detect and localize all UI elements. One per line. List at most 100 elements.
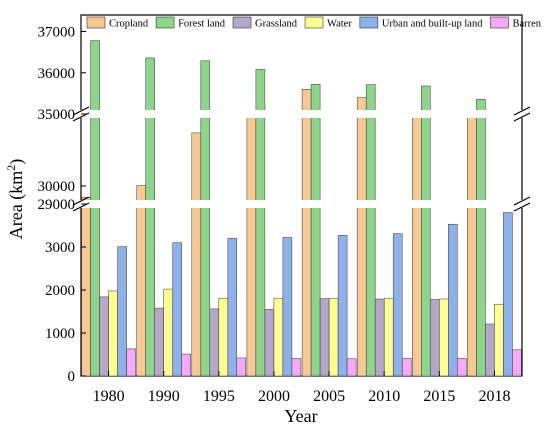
legend-swatch <box>490 16 509 29</box>
plot-area <box>80 14 523 377</box>
bar-grassland-2015 <box>430 299 440 377</box>
bar-urban-and-built-up-land-2010 <box>392 233 403 377</box>
legend-label: Grassland <box>255 19 298 30</box>
axis-break-mark <box>72 196 90 206</box>
y-tick-label: 37000 <box>38 25 76 41</box>
bar-forest-land-2010 <box>365 84 376 377</box>
bar-urban-and-built-up-land-1980 <box>117 246 127 377</box>
legend-swatch <box>232 16 252 29</box>
x-tick-label: 2018 <box>478 388 510 405</box>
x-tick-label: 1995 <box>203 388 235 405</box>
bar-water-1980 <box>108 290 118 377</box>
legend-item-urban-and-built-up-land: Urban and built-up land <box>359 16 483 30</box>
bar-cropland-1980 <box>81 196 91 377</box>
bar-grassland-1980 <box>99 296 109 377</box>
bar-forest-land-1995 <box>200 60 211 377</box>
y-axis-title-close: ) <box>6 159 27 165</box>
y-axis-title-superscript: 2 <box>4 165 18 171</box>
bar-cropland-2000 <box>246 113 257 377</box>
bars <box>81 40 522 377</box>
bar-cropland-2010 <box>356 97 367 377</box>
y-axis-title: Area (km2) <box>4 159 27 239</box>
y-tick-label: 3000 <box>45 240 75 256</box>
bar-cropland-2015 <box>412 117 422 377</box>
legend-swatch <box>359 16 379 29</box>
bar-urban-and-built-up-land-2018 <box>503 212 513 377</box>
bar-water-1990 <box>163 288 173 377</box>
y-tick-label: 30000 <box>38 179 76 195</box>
x-tick-label: 2000 <box>258 388 290 405</box>
legend-label: Water <box>327 19 352 30</box>
x-tick-label: 2005 <box>313 388 345 405</box>
bar-barren-1995 <box>236 357 247 377</box>
bar-urban-and-built-up-land-2005 <box>337 235 348 377</box>
y-axis-title-main: Area (km <box>6 171 27 239</box>
legend-label: Urban and built-up land <box>382 19 483 30</box>
bar-cropland-1995 <box>191 132 202 377</box>
x-axis-title: Year <box>284 406 317 426</box>
legend-swatch <box>86 16 106 29</box>
bar-urban-and-built-up-land-1990 <box>172 242 182 377</box>
legend-item-forest-land: Forest land <box>155 16 226 30</box>
bar-barren-2018 <box>512 349 522 377</box>
x-tick-label: 2015 <box>423 388 455 405</box>
legend: Cropland Forest land Grassland Water Urban a… <box>86 16 542 30</box>
legend-item-barren: Barren <box>490 16 542 30</box>
bar-water-2010 <box>383 298 394 377</box>
axis-break-mark <box>513 202 531 212</box>
bar-cropland-1990 <box>136 185 146 377</box>
axis-break-gap <box>69 200 534 208</box>
bar-water-1995 <box>218 297 229 377</box>
bar-cropland-2005 <box>301 89 312 377</box>
axis-break-gap <box>69 110 534 118</box>
bar-grassland-1990 <box>154 307 164 377</box>
bar-forest-land-2005 <box>310 84 321 377</box>
bar-grassland-2005 <box>319 298 330 377</box>
y-tick-label: 0 <box>68 369 76 385</box>
legend-label: Barren <box>512 19 541 30</box>
bar-water-2018 <box>494 303 504 377</box>
bar-grassland-2018 <box>485 323 495 377</box>
bar-water-2015 <box>439 298 449 377</box>
bar-barren-2000 <box>291 358 302 377</box>
bar-water-2000 <box>273 297 284 377</box>
axis-break-mark <box>72 106 90 116</box>
bar-barren-2015 <box>457 358 467 377</box>
legend-label: Forest land <box>178 19 226 30</box>
bar-urban-and-built-up-land-2000 <box>282 237 293 377</box>
axis-break-mark <box>513 112 531 122</box>
bar-barren-1990 <box>181 353 191 377</box>
x-tick-label: 2010 <box>368 388 400 405</box>
bar-forest-land-2015 <box>421 85 431 377</box>
legend-item-cropland: Cropland <box>86 16 149 30</box>
bar-forest-land-1990 <box>145 57 155 377</box>
legend-item-grassland: Grassland <box>232 16 298 30</box>
bar-forest-land-2018 <box>476 98 486 377</box>
plot-frame <box>80 14 523 377</box>
bar-grassland-2010 <box>374 298 385 377</box>
legend-item-water: Water <box>304 16 352 30</box>
bar-urban-and-built-up-land-2015 <box>448 223 458 377</box>
bar-forest-land-1980 <box>90 40 100 377</box>
y-tick-label: 1000 <box>45 326 75 342</box>
axes: 1980 1990 1995 2000 2005 2010 2015 2018 0 1000 200… <box>38 25 534 405</box>
bar-forest-land-2000 <box>255 69 266 377</box>
y-tick-label: 35000 <box>38 107 76 123</box>
legend-label: Cropland <box>109 19 149 30</box>
y-tick-label: 29000 <box>38 197 76 213</box>
axis-break-mark <box>513 196 531 206</box>
axis-break-mark <box>72 202 90 212</box>
legend-swatch <box>304 16 324 29</box>
y-tick-label: 2000 <box>45 283 75 299</box>
y-tick-label: 36000 <box>38 66 76 82</box>
x-tick-label: 1980 <box>93 388 125 405</box>
bar-urban-and-built-up-land-1995 <box>227 238 238 377</box>
bar-grassland-2000 <box>264 309 275 377</box>
axis-break-mark <box>72 112 90 122</box>
bar-barren-1980 <box>126 348 136 377</box>
legend-swatch <box>155 16 175 29</box>
bar-barren-2010 <box>401 358 412 377</box>
axis-break-mark <box>513 106 531 116</box>
x-tick-label: 1990 <box>148 388 180 405</box>
